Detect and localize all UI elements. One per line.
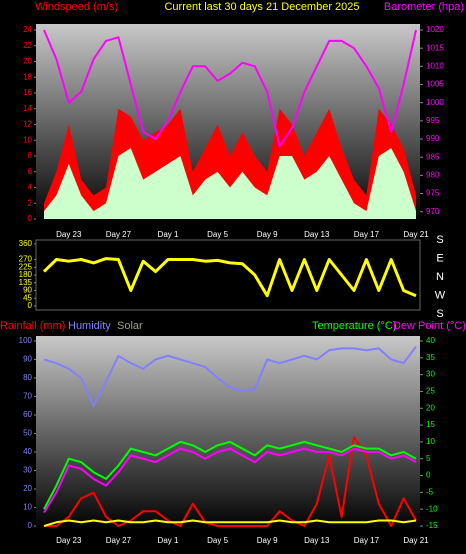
legend-entry: Solar [117,320,143,332]
y-tick-label: 0 [28,301,33,310]
y-tick-label: 225 [19,262,33,271]
y-tick-label: 10 [23,135,32,144]
y2-tick-label: 35 [426,353,435,362]
y2-tick-label: 975 [426,189,440,198]
y-tick-label: 45 [23,293,32,302]
x-tick-label: Day 21 [403,230,429,239]
x-tick-label: Day 13 [304,536,330,545]
compass-label: E [436,252,443,264]
legend-entry: Temperature (°C) [312,320,396,332]
y2-tick-label: 1015 [426,43,444,52]
y-tick-label: 100 [19,336,33,345]
y-tick-label: 24 [23,25,32,34]
x-tick-label: Day 27 [106,536,132,545]
y2-tick-label: 985 [426,152,440,161]
x-tick-label: Day 9 [257,230,278,239]
y-tick-label: 90 [23,286,32,295]
x-tick-label: Day 17 [354,536,380,545]
chart-title: Current last 30 days 21 December 2025 [164,1,359,13]
x-tick-label: Day 23 [56,230,82,239]
line [43,346,417,407]
x-tick-label: Day 27 [106,230,132,239]
line [44,436,417,527]
y2-tick-label: 10 [426,437,435,446]
y2-tick-label: 0 [426,471,431,480]
y2-tick-label: 1005 [426,80,444,89]
y-tick-label: 40 [23,447,32,456]
x-tick-label: Day 9 [257,536,278,545]
x-tick-label: Day 21 [403,536,429,545]
legend-entry: Humidity [68,320,111,332]
x-tick-label: Day 5 [207,230,228,239]
y2-tick-label: 1010 [426,61,444,70]
y2-tick-label: 30 [426,370,435,379]
y2-tick-label: -5 [426,487,434,496]
y-tick-label: 14 [23,104,32,113]
y-tick-label: 10 [23,503,32,512]
y-tick-label: 16 [23,88,32,97]
y-tick-label: 90 [23,355,32,364]
line [43,447,417,514]
legend-entry: Rainfall (mm) [0,320,65,332]
y-tick-label: 60 [23,410,32,419]
y-tick-label: 0 [28,521,33,530]
y2-tick-label: 990 [426,134,440,143]
x-tick-label: Day 17 [354,230,380,239]
compass-label: N [436,271,444,283]
y2-tick-label: 1000 [426,98,444,107]
y-axis-label: Windspeed (m/s) [35,1,118,13]
y-tick-label: 4 [28,183,33,192]
y2-tick-label: 20 [426,403,435,412]
y-tick-label: 20 [23,57,32,66]
y2-tick-label: 1020 [426,25,444,34]
plot-bg [35,239,421,311]
y-tick-label: 12 [23,120,32,129]
y2-tick-label: -15 [426,521,438,530]
line [42,257,417,298]
x-tick-label: Day 1 [158,230,179,239]
y-tick-label: 360 [19,239,33,248]
y-tick-label: 6 [28,167,33,176]
y2-tick-label: -10 [426,504,438,513]
compass-label: W [435,289,446,301]
line [43,519,417,527]
y2-tick-label: 40 [426,336,435,345]
y-tick-label: 180 [19,270,33,279]
y-tick-label: 8 [28,151,33,160]
y-tick-label: 20 [23,484,32,493]
y-tick-label: 0 [28,214,33,223]
y2-tick-label: 25 [426,387,435,396]
y-tick-label: 18 [23,72,32,81]
y2-tick-label: 970 [426,207,440,216]
x-tick-label: Day 13 [304,230,330,239]
y-tick-label: 22 [23,41,32,50]
x-tick-label: Day 5 [207,536,228,545]
y-tick-label: 80 [23,373,32,382]
compass-label: S [436,234,443,246]
plot-bg [36,336,420,530]
area [44,148,416,219]
x-tick-label: Day 23 [56,536,82,545]
legend-entry: Dew Point (°C) [393,320,466,332]
y-tick-label: 70 [23,392,32,401]
y-tick-label: 50 [23,429,32,438]
x-tick-label: Day 1 [158,536,179,545]
y-tick-label: 135 [19,278,33,287]
y2-tick-label: 5 [426,454,431,463]
y2-tick-label: 15 [426,420,435,429]
compass-label: S [436,308,443,320]
line [43,440,417,510]
y2-tick-label: 980 [426,170,440,179]
line [43,29,417,148]
y-tick-label: 30 [23,466,32,475]
y-tick-label: 2 [28,198,33,207]
y2-axis-label: Barometer (hpa) [384,1,464,13]
y2-tick-label: 995 [426,116,440,125]
y-tick-label: 270 [19,255,33,264]
